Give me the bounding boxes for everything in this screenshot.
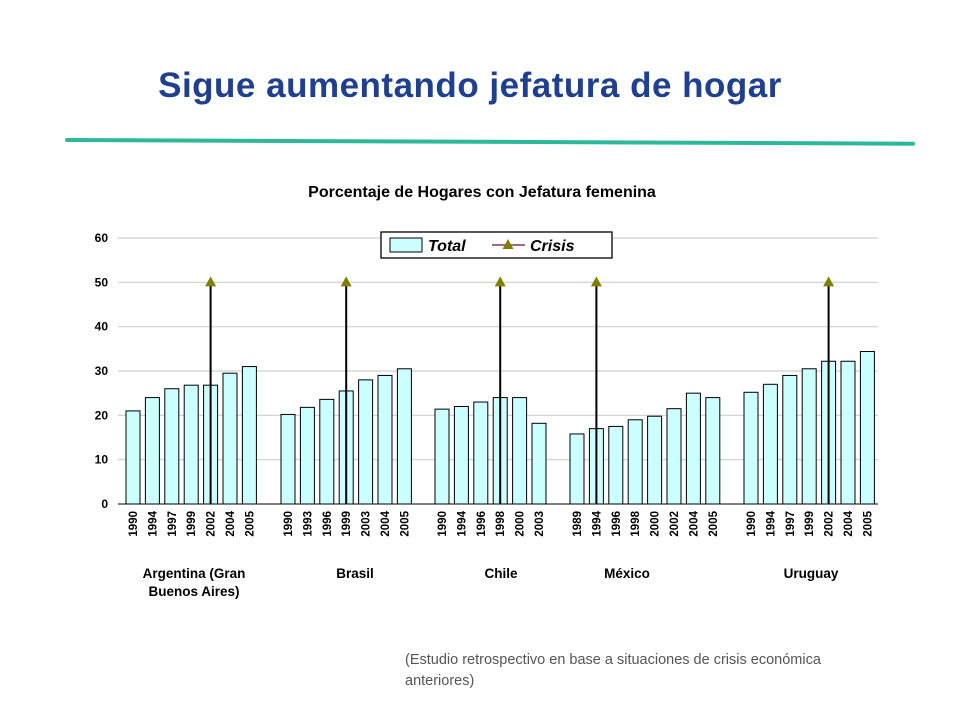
bar: [782, 374, 798, 505]
x-tick-label: 2005: [708, 510, 720, 536]
y-tick-label: 60: [95, 231, 109, 245]
x-tick-label: 2000: [650, 511, 662, 537]
bar: [685, 392, 701, 505]
bar: [125, 410, 141, 505]
x-tick-label: 1998: [630, 510, 642, 536]
country-labels: Argentina (Gran Buenos Aires) Brasil Chile M…: [143, 566, 839, 599]
x-tick-label: 1999: [186, 511, 198, 537]
x-tick-label: 2002: [669, 511, 681, 537]
legend: Total Crisis: [380, 231, 613, 259]
bar: [144, 397, 160, 505]
x-tick-label: 2002: [206, 511, 218, 537]
bar: [183, 384, 199, 505]
x-tick-label: 1996: [611, 511, 623, 537]
bar: [569, 433, 585, 505]
x-tick-label: 1990: [746, 511, 758, 537]
x-tick-label: 2002: [824, 511, 836, 537]
x-tick-label: 1993: [302, 511, 314, 537]
x-tick-label: 1994: [591, 510, 603, 536]
x-tick-label: 2003: [361, 511, 373, 537]
footnote: (Estudio retrospectivo en base a situaci…: [405, 652, 821, 689]
legend-label-crisis: Crisis: [530, 238, 575, 255]
bar: [705, 397, 721, 505]
x-tick-label: 1998: [495, 510, 507, 536]
bar: [608, 425, 624, 505]
x-tick-label: 2000: [515, 511, 527, 537]
x-tick-label: 1994: [147, 510, 159, 536]
bar: [743, 391, 759, 505]
bar: [319, 398, 335, 505]
y-tick-label: 0: [101, 497, 108, 511]
bar: [859, 350, 875, 505]
x-tick-label: 2004: [380, 510, 392, 536]
bar: [762, 383, 778, 505]
x-tick-label: 2005: [862, 510, 874, 536]
x-tick-label: 2005: [399, 510, 411, 536]
x-tick-label: 1989: [572, 511, 584, 537]
bar: [396, 368, 412, 505]
bar: [801, 368, 817, 505]
x-tick-label: 2005: [244, 510, 256, 536]
bar: [280, 413, 296, 505]
x-tick-label: 2003: [534, 511, 546, 537]
x-tick-label: 2004: [225, 510, 237, 536]
x-tick-label: 1990: [283, 511, 295, 537]
y-tick-label: 10: [95, 453, 109, 467]
x-tick-label: 1996: [476, 511, 488, 537]
bar: [434, 408, 450, 505]
x-tick-label: 1997: [167, 511, 179, 537]
x-tick-label: 1994: [456, 510, 468, 536]
country-label: Brasil: [336, 566, 374, 581]
bar: [453, 405, 469, 505]
x-tick-label: 1997: [785, 511, 797, 537]
bar: [164, 388, 180, 505]
country-label: México: [604, 566, 650, 581]
country-label: Buenos Aires): [148, 584, 239, 599]
x-tick-label: 2004: [688, 510, 700, 536]
bar: [666, 408, 682, 505]
bar: [222, 372, 238, 505]
bar: [531, 422, 547, 505]
legend-swatch-total: [389, 237, 423, 253]
bar: [377, 374, 393, 505]
country-label: Argentina (Gran: [143, 566, 246, 581]
crisis-markers: [205, 276, 835, 504]
country-label: Chile: [484, 566, 517, 581]
bar: [358, 379, 374, 505]
crisis-marker: [590, 276, 602, 287]
crisis-marker: [494, 276, 506, 287]
slide-title: Sigue aumentando jefatura de hogar: [158, 66, 782, 105]
legend-marker-crisis: [502, 239, 514, 249]
x-tick-label: 1999: [341, 511, 353, 537]
x-tick-label: 1990: [128, 511, 140, 537]
x-tick-label: 1994: [765, 510, 777, 536]
crisis-marker: [205, 276, 217, 287]
x-tick-label: 2004: [843, 510, 855, 536]
y-tick-label: 40: [95, 320, 109, 334]
bar: [627, 419, 643, 505]
bar: [647, 415, 663, 505]
x-tick-label: 1999: [804, 511, 816, 537]
chart-title: Porcentaje de Hogares con Jefatura femen…: [308, 184, 656, 201]
bar: [512, 397, 528, 505]
crisis-marker: [340, 276, 352, 287]
y-tick-label: 20: [95, 408, 109, 422]
x-tick-label: 1996: [322, 511, 334, 537]
x-tick-label: 1990: [437, 511, 449, 537]
y-tick-label: 30: [95, 364, 109, 378]
bar: [299, 406, 315, 505]
bar: [241, 366, 257, 505]
legend-label-total: Total: [428, 238, 466, 255]
x-tick-labels: 1990 1994 1997 1999 2002 2004 2005 1990 1993 1996…: [128, 510, 874, 536]
crisis-marker: [823, 276, 835, 287]
y-tick-label: 50: [95, 275, 109, 289]
bar: [840, 360, 856, 505]
country-label: Uruguay: [784, 566, 839, 581]
bar: [473, 401, 489, 505]
